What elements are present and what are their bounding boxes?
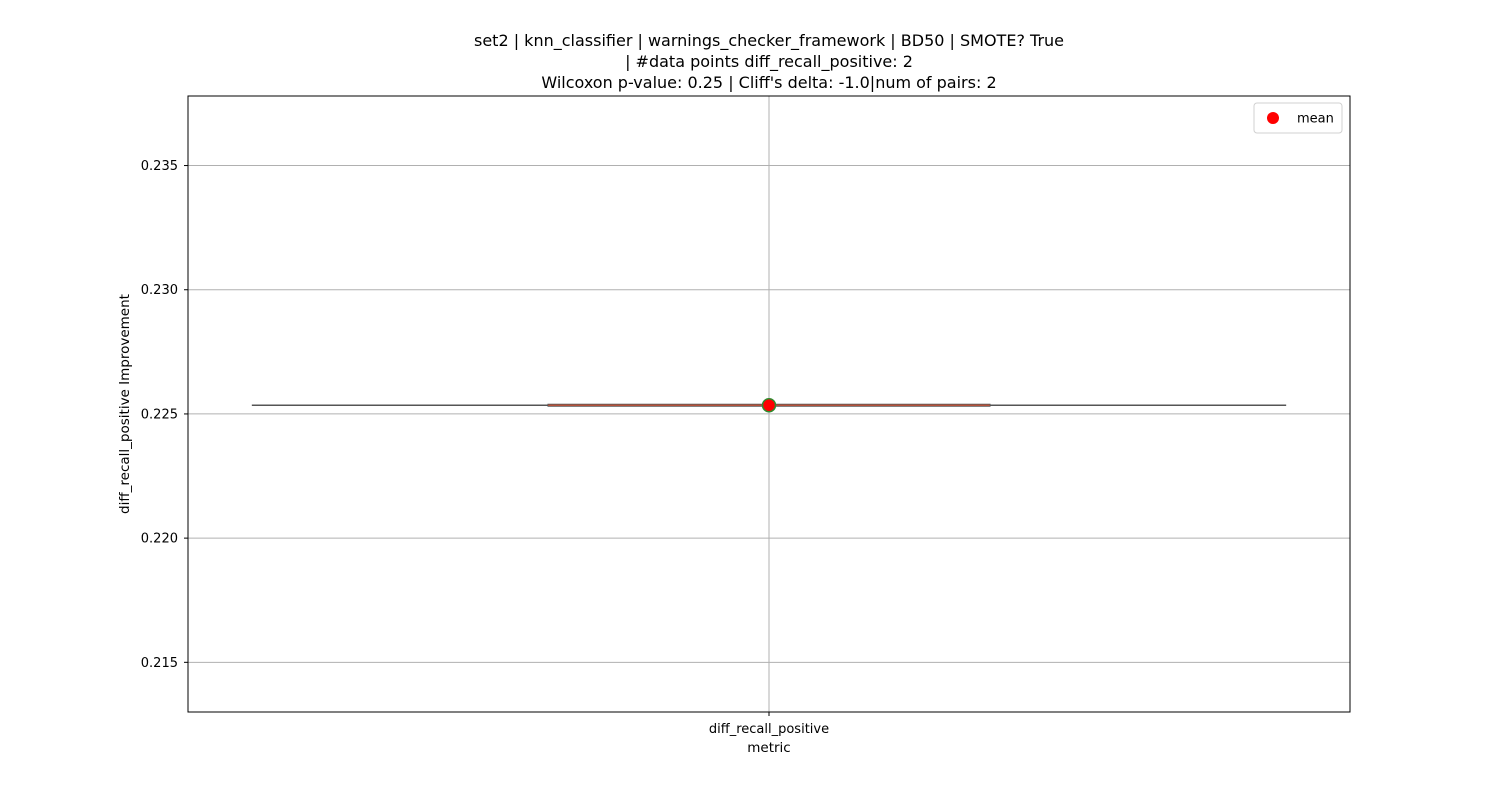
plot-area-frame	[187, 95, 1351, 713]
legend-mean-marker	[1267, 112, 1279, 124]
chart-title-line-2: | #data points diff_recall_positive: 2	[625, 52, 913, 72]
legend: mean	[1253, 102, 1343, 134]
y-axis-ticks: 0.215 0.220 0.225 0.230 0.235	[141, 159, 188, 671]
y-tick-label: 0.235	[141, 159, 178, 174]
x-tick-label: diff_recall_positive	[709, 722, 829, 737]
chart-title-line-3: Wilcoxon p-value: 0.25 | Cliff's delta: …	[541, 73, 996, 92]
legend-label: mean	[1297, 112, 1334, 127]
y-tick-label: 0.215	[141, 656, 178, 671]
box-plot-marks	[251, 397, 1287, 413]
y-tick-label: 0.230	[141, 283, 178, 298]
x-axis-ticks: diff_recall_positive	[709, 712, 829, 737]
y-tick-label: 0.220	[141, 532, 178, 547]
chart-title-line-1: set2 | knn_classifier | warnings_checker…	[474, 31, 1064, 51]
mean-marker	[761, 397, 777, 413]
y-tick-label: 0.225	[141, 407, 178, 422]
x-axis-label: metric	[747, 740, 790, 756]
chart-title: set2 | knn_classifier | warnings_checker…	[474, 31, 1064, 92]
legend-box	[1253, 102, 1343, 134]
y-axis-label: diff_recall_positive Improvement	[117, 294, 133, 514]
